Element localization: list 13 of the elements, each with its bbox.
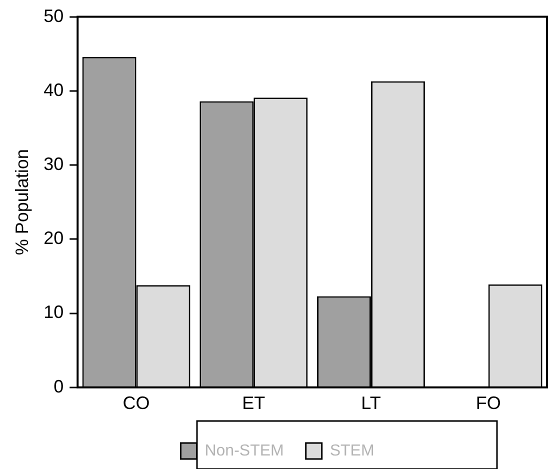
- x-tick-label: FO: [476, 393, 501, 414]
- y-tick-label: 50: [44, 6, 64, 26]
- y-tick-label: 20: [44, 228, 64, 248]
- y-tick-label: 40: [44, 80, 64, 100]
- y-axis-title: % Population: [12, 149, 32, 256]
- x-tick-label: LT: [361, 393, 381, 414]
- y-tick-label: 10: [44, 302, 64, 322]
- y-tick-label: 30: [44, 154, 64, 174]
- y-tick-label: 0: [54, 376, 64, 396]
- x-tick-label: CO: [122, 393, 150, 414]
- x-tick-label: ET: [242, 393, 266, 414]
- legend-label: STEM: [330, 442, 374, 460]
- legend-label: Non-STEM: [204, 442, 284, 460]
